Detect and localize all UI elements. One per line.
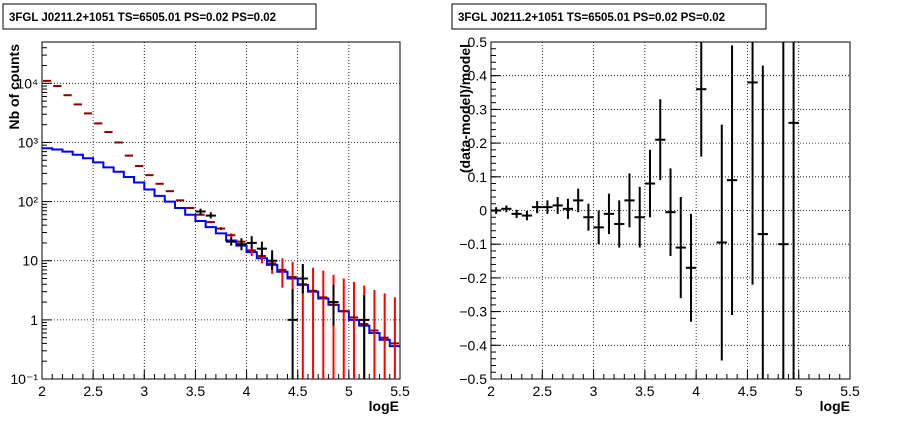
right-y-tick-label: −0.4 — [459, 337, 487, 353]
right-y-tick-label: −0.2 — [459, 270, 487, 286]
left-x-tick-label: 5 — [345, 383, 353, 399]
left-series — [42, 79, 400, 379]
right-x-tick-label: 4.5 — [738, 383, 758, 399]
right-title: 3FGL J0211.2+1051 TS=6505.01 PS=0.02 PS=… — [458, 12, 725, 24]
left-y-tick-label: 10⁻¹ — [10, 371, 38, 387]
right-grid — [491, 42, 850, 379]
right-x-tick-label: 2.5 — [533, 383, 553, 399]
right-x-tick-label: 3.5 — [635, 383, 655, 399]
left-grid — [42, 42, 400, 379]
left-y-tick-label: 1 — [30, 312, 38, 328]
model-histogram-line — [42, 147, 400, 348]
left-ticks: 2 2.5 3 3.5 4 4.5 5 5.5 10⁻¹ 1 10 10² 10³ 10⁴ — [10, 41, 410, 399]
right-y-tick-label: 0 — [479, 203, 487, 219]
right-panel: 2 2.5 3 3.5 4 4.5 5 5.5 −0.5 −0.4 −0.3 −0.2 −0.1 0 0.1… — [451, 3, 860, 414]
left-x-tick-label: 4.5 — [288, 383, 308, 399]
left-x-axis-label: logE — [369, 398, 399, 414]
right-y-tick-label: 0.1 — [468, 169, 488, 185]
right-y-tick-label: −0.3 — [459, 304, 487, 320]
right-y-tick-label: 0.3 — [468, 101, 488, 117]
right-x-tick-label: 2 — [487, 383, 495, 399]
left-x-tick-label: 3 — [140, 383, 148, 399]
right-x-tick-label: 3 — [590, 383, 598, 399]
left-x-tick-label: 5.5 — [390, 383, 410, 399]
left-panel: 2 2.5 3 3.5 4 4.5 5 5.5 10⁻¹ 1 10 10² 10³ 10⁴ 3FGL J0… — [2, 3, 410, 414]
right-series — [491, 42, 799, 379]
left-y-tick-label: 10² — [18, 194, 39, 210]
left-y-tick-label: 10³ — [18, 134, 39, 150]
right-y-tick-label: −0.5 — [459, 371, 487, 387]
left-x-tick-label: 3.5 — [186, 383, 206, 399]
right-x-tick-label: 5.5 — [840, 383, 860, 399]
left-y-tick-label: 10 — [22, 253, 38, 269]
left-plot-frame — [41, 41, 401, 380]
right-ticks: 2 2.5 3 3.5 4 4.5 5 5.5 −0.5 −0.4 −0.3 −0.2 −0.1 0 0.1… — [459, 34, 860, 399]
right-x-tick-label: 5 — [795, 383, 803, 399]
right-y-tick-label: −0.1 — [459, 236, 487, 252]
right-title-box — [451, 3, 767, 30]
right-y-axis-label: (data-model)/model — [457, 44, 473, 173]
left-y-tick-label: 10⁴ — [16, 75, 38, 91]
left-x-tick-label: 4 — [243, 383, 251, 399]
right-x-axis-label: logE — [820, 398, 850, 414]
left-x-tick-label: 2 — [38, 383, 46, 399]
left-title: 3FGL J0211.2+1051 TS=6505.01 PS=0.02 PS=… — [9, 12, 276, 24]
left-title-box — [2, 3, 317, 30]
right-y-tick-label: 0.2 — [468, 135, 488, 151]
right-x-tick-label: 4 — [692, 383, 700, 399]
right-y-tick-label: 0.5 — [468, 34, 488, 50]
left-x-tick-label: 2.5 — [83, 383, 103, 399]
left-y-axis-label: Nb of counts — [6, 44, 22, 130]
right-y-tick-label: 0.4 — [468, 68, 488, 84]
